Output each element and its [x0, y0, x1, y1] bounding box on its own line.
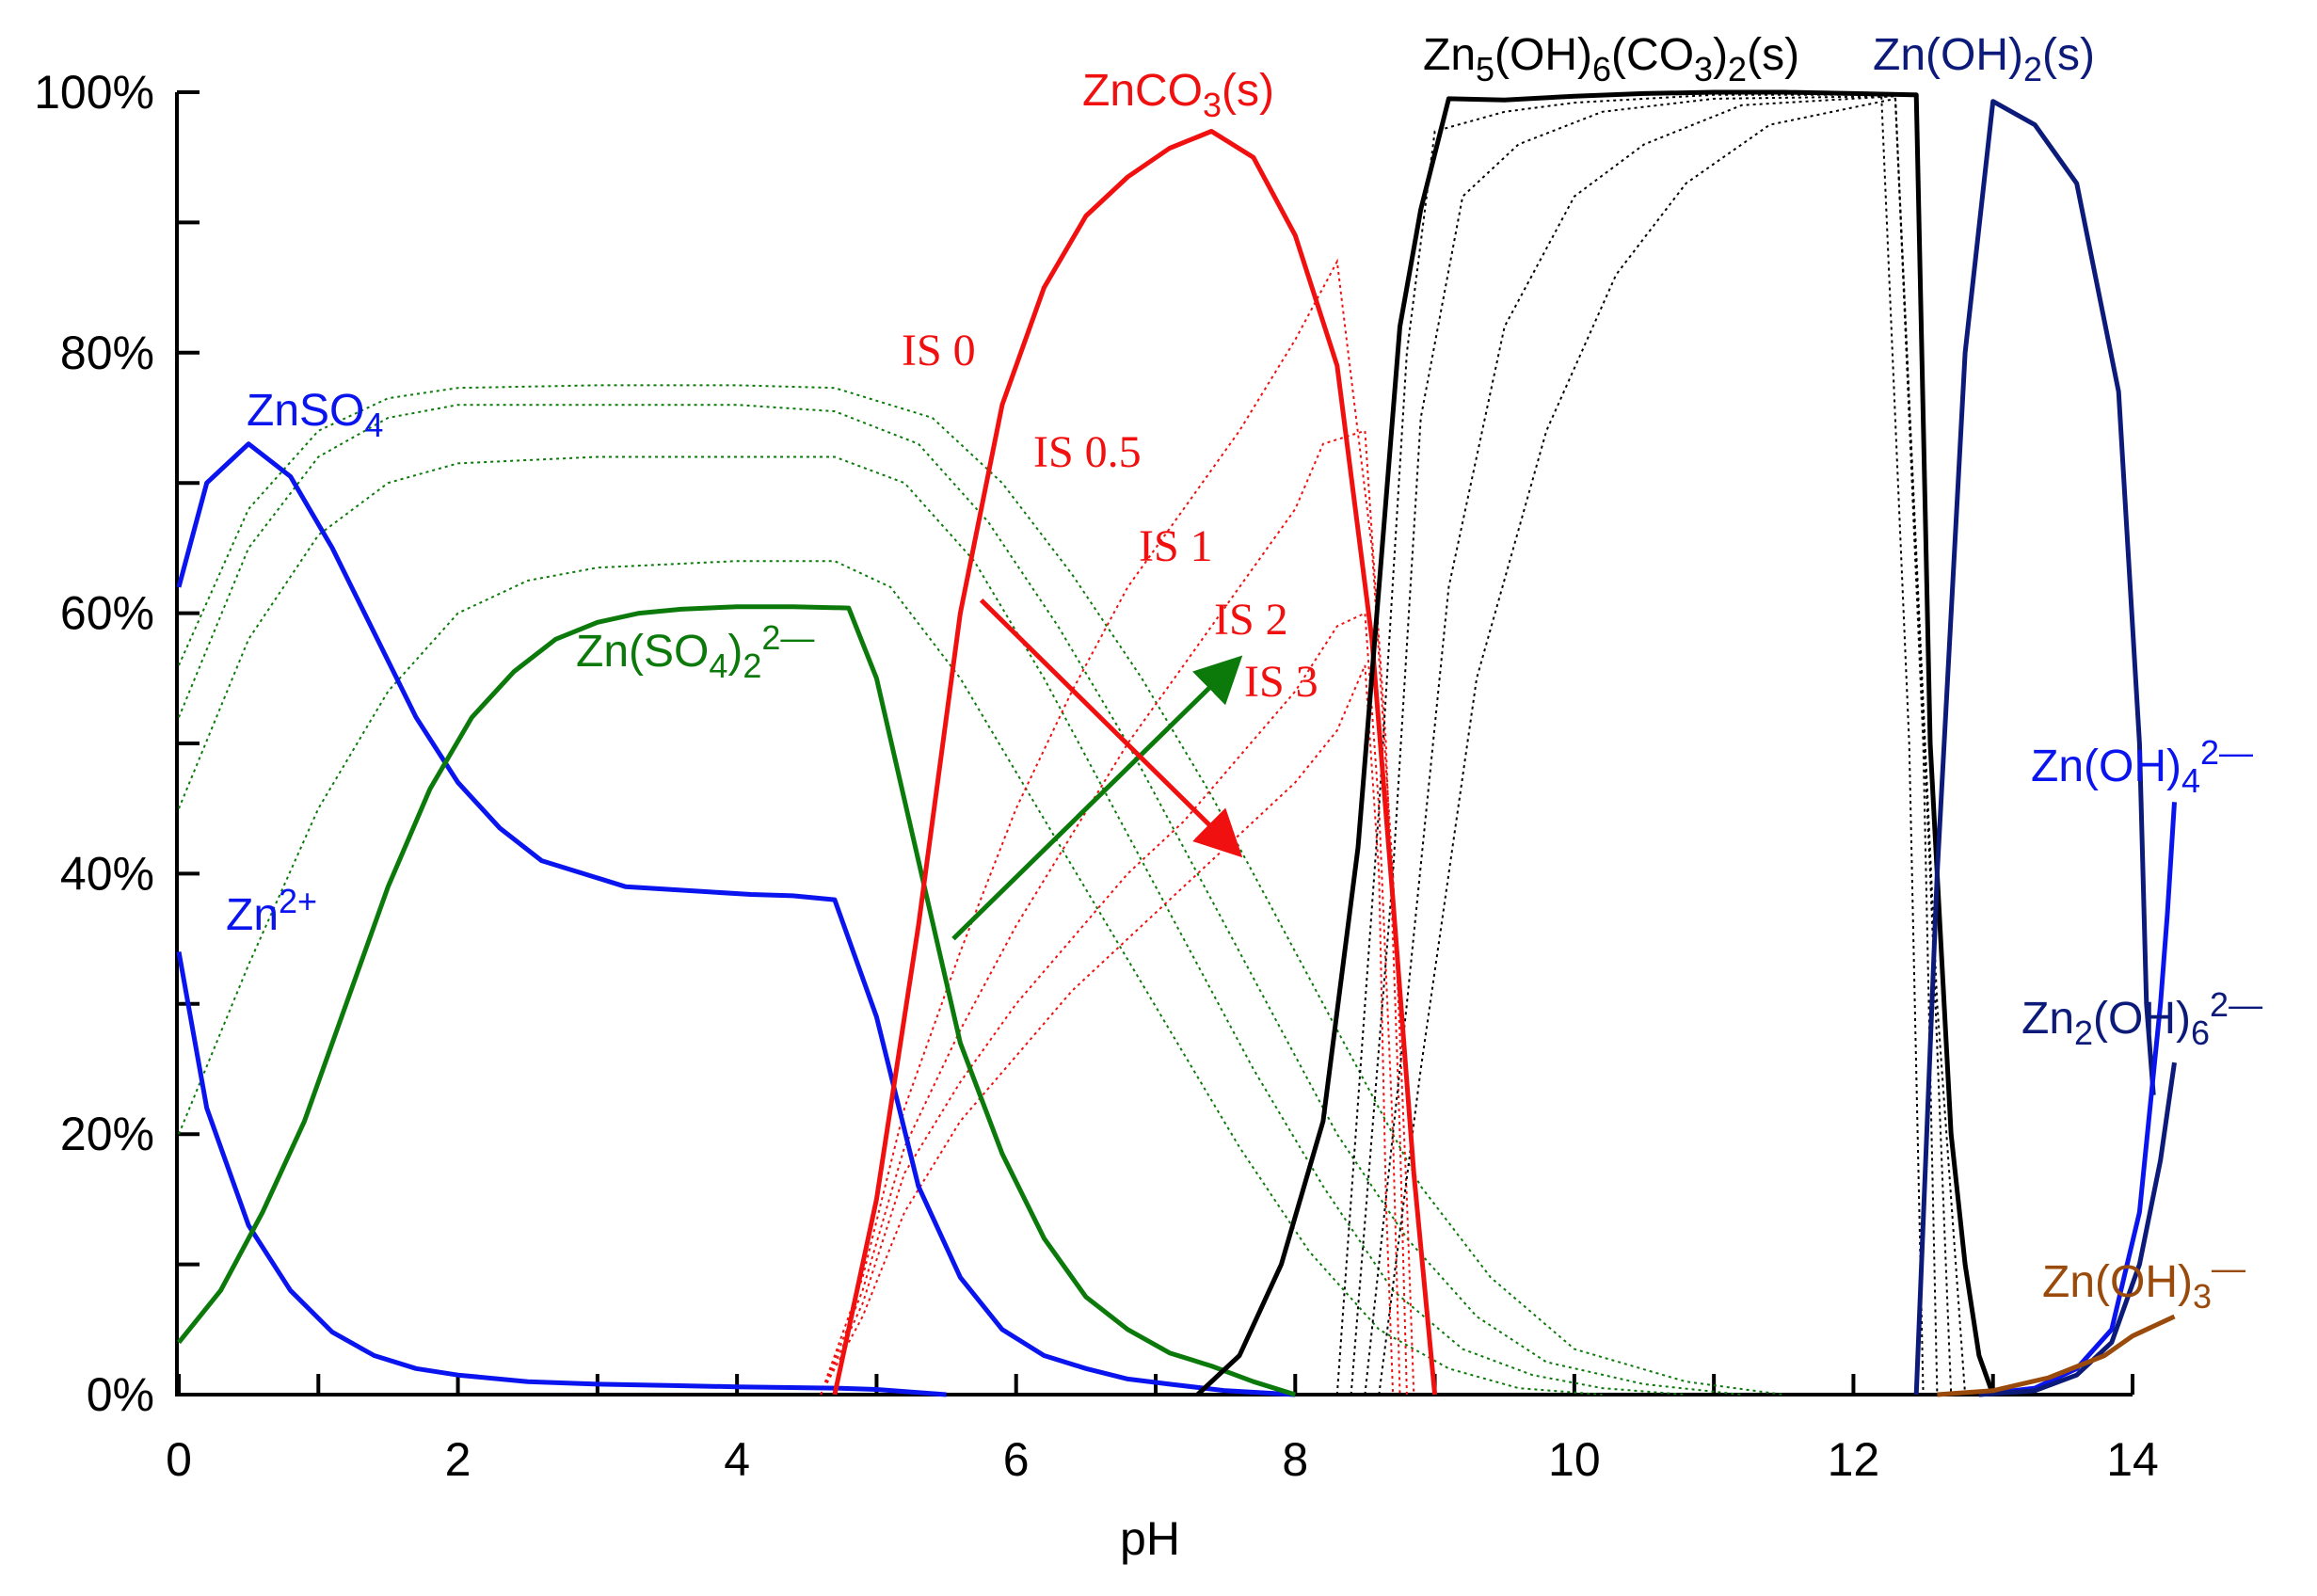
annotation-is-3: IS 3 [1244, 657, 1318, 707]
axes: 0% 20% 40% 60% 80% 100% 0 2 4 6 8 10 12 14 [34, 66, 2159, 1486]
dotted-series-line [820, 429, 1408, 1396]
x-tick-label: 8 [1282, 1433, 1308, 1486]
x-tick-label: 4 [724, 1433, 750, 1486]
dotted-series-line [1364, 95, 1953, 1396]
series-line [176, 441, 1296, 1397]
y-tick-label: 40% [60, 847, 154, 900]
label-zn-oh-2-s: Zn(OH)2(s) [1873, 30, 2095, 88]
label-zn2plus: Zn2+ [226, 882, 317, 940]
series-line [1913, 99, 2156, 1396]
series-labels: ZnSO4 Zn2+ Zn(SO4)22— ZnCO3(s) Zn5(OH)6(… [226, 30, 2262, 1316]
series-line [1978, 802, 2177, 1397]
dotted-series-line [820, 258, 1415, 1396]
x-tick-label: 14 [2106, 1433, 2159, 1486]
series-line [832, 129, 1438, 1396]
annotation-is-0: IS 0 [902, 326, 976, 375]
dotted-series-line [178, 384, 1784, 1396]
x-tick-label: 10 [1548, 1433, 1601, 1486]
dotted-series-line [1378, 97, 1967, 1396]
x-tick-label: 0 [166, 1433, 192, 1486]
label-zn-oh-4: Zn(OH)42— [2031, 733, 2253, 800]
dotted-series-group [178, 93, 1967, 1396]
y-tick-label: 100% [34, 66, 154, 119]
arrows-group [951, 598, 1243, 941]
x-axis-label: pH [1120, 1512, 1180, 1565]
label-znco3: ZnCO3(s) [1082, 66, 1274, 124]
annotation-is-1: IS 1 [1139, 521, 1213, 571]
x-tick-label: 12 [1828, 1433, 1880, 1486]
dotted-series-line [1350, 95, 1939, 1396]
green-arrow [951, 655, 1243, 941]
series-line [1195, 89, 1996, 1396]
y-ticks: 0% 20% 40% 60% 80% 100% [34, 66, 200, 1421]
series-line [1978, 1061, 2177, 1397]
dotted-series-line [820, 612, 1401, 1396]
annotation-is-2: IS 2 [1214, 595, 1288, 645]
dotted-series-line [820, 664, 1395, 1396]
label-zn-oh-3: Zn(OH)3— [2042, 1249, 2245, 1316]
label-zn2-oh6: Zn2(OH)62— [2021, 985, 2262, 1052]
dotted-series-line [178, 560, 1603, 1396]
x-tick-label: 2 [445, 1433, 471, 1486]
red-arrow [979, 598, 1243, 858]
dotted-series-line [178, 404, 1742, 1396]
x-ticks: 0 2 4 6 8 10 12 14 [166, 1374, 2159, 1486]
ionic-strength-labels: IS 0 IS 0.5 IS 1 IS 2 IS 3 [902, 326, 1318, 707]
annotation-is-0-5: IS 0.5 [1033, 427, 1142, 477]
y-tick-label: 60% [60, 587, 154, 640]
solid-series-group [176, 89, 2177, 1397]
label-znso4: ZnSO4 [247, 386, 383, 444]
y-tick-label: 0% [87, 1368, 154, 1421]
series-line [176, 950, 947, 1397]
label-zn-so4-2: Zn(SO4)22— [576, 618, 814, 685]
y-tick-label: 20% [60, 1108, 154, 1160]
label-zn5-oh6-co3-2: Zn5(OH)6(CO3)2(s) [1423, 30, 1799, 88]
dotted-series-line [1335, 93, 1925, 1396]
series-line [1937, 1314, 2176, 1397]
x-tick-label: 6 [1003, 1433, 1030, 1486]
series-line [177, 604, 1297, 1397]
y-tick-label: 80% [60, 327, 154, 379]
